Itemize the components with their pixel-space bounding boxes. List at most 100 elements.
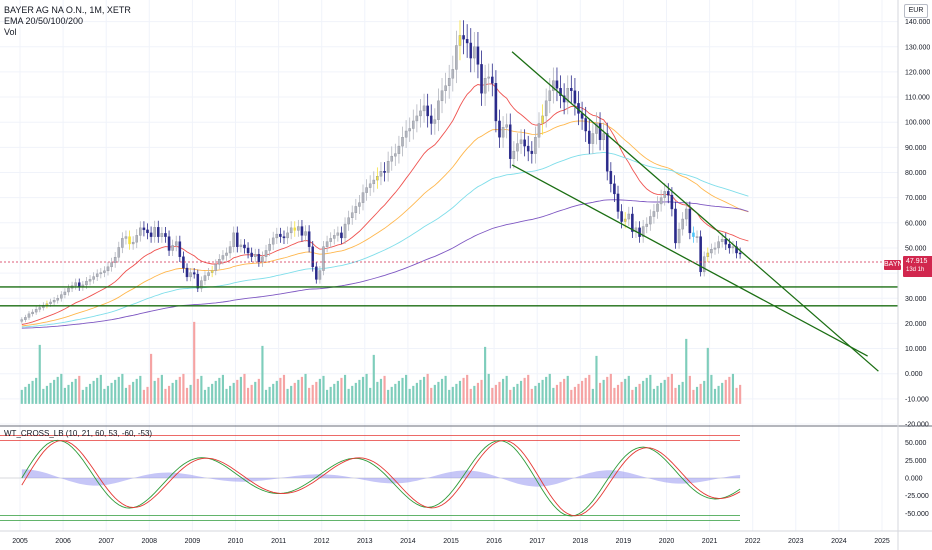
candle-body [588,130,591,144]
volume-bar [652,388,656,404]
volume-bar [487,373,490,404]
candle-body [663,191,666,198]
candle-body [257,254,261,262]
candle-body [699,236,702,273]
time-tick-label: 2013 [357,538,373,545]
candle-body [243,244,246,249]
volume-bar [261,345,264,404]
candle-body [498,120,501,138]
volume-bar [178,376,181,404]
volume-bar [272,383,275,404]
time-tick-label: 2017 [529,538,545,545]
volume-bar [663,379,666,404]
ema-legend[interactable]: EMA 20/50/100/200 [4,16,84,26]
time-axis-labels: 2005 2006 2007 2008 2009 2010 2011 2012 2013 2014… [12,538,890,545]
candle-body [695,236,699,238]
candle-body [113,257,117,263]
volume-bar [609,373,612,404]
candlesticks [20,20,742,324]
candle-body [645,223,649,227]
candle-body [386,160,390,173]
volume-bar [225,388,228,404]
candle-body [286,232,289,239]
candle-body [440,90,444,102]
volume-bar [656,385,659,404]
volume-bar [419,379,422,404]
candle-body [584,118,587,132]
candle-body [623,218,627,222]
volume-bar [196,378,199,404]
volume-bar [369,387,372,404]
volume-bar [588,374,591,404]
volume-bar [128,384,131,404]
volume-bar [584,377,587,404]
candle-body [476,46,480,65]
candle-body [318,270,322,280]
price-tick-label: 120.000 [905,69,930,76]
candle-body [307,231,311,247]
volume-bar [214,380,217,404]
candle-body [117,247,121,258]
candle-body [365,187,368,193]
volume-bar [146,386,149,404]
oscillator-tick-label: -50.000 [905,511,929,518]
price-tick-label: 130.000 [905,44,930,51]
volume-legend[interactable]: Vol [4,27,17,37]
volume-bar [308,387,311,404]
volume-bar [106,385,110,404]
candle-body [189,272,192,278]
candle-body [455,45,458,70]
volume-bar [257,378,260,404]
volume-bar [415,382,418,404]
time-tick-label: 2007 [98,538,114,545]
volume-bar [243,373,246,404]
time-tick-label: 2015 [443,538,459,545]
volume-bar [318,378,321,404]
volume-bar [211,383,214,404]
volume-bar [476,382,480,404]
volume-bar [598,382,602,404]
candle-body [34,309,38,313]
volume-bar [282,374,286,404]
volume-bar [175,379,178,404]
price-tick-label: 140.000 [905,19,930,26]
candle-body [631,213,634,232]
time-tick-label: 2018 [573,538,589,545]
candle-body [408,128,411,132]
candle-body [616,193,620,212]
price-badge: 47.915 13d 1h [903,256,932,277]
time-tick-label: 2021 [702,538,718,545]
candle-body [289,227,293,234]
candle-body [171,245,174,251]
volume-bar [329,386,332,404]
candle-body [142,227,146,231]
candle-body [390,155,394,162]
candle-body [128,236,131,245]
candle-body [570,88,573,91]
volume-bar [739,384,742,404]
volume-bar [530,388,533,404]
candle-body [99,272,103,275]
currency-button[interactable]: EUR [904,4,928,18]
volume-bar [358,379,361,404]
volume-bar [713,388,717,404]
volume-bar [189,384,192,404]
price-tick-label: 70.000 [905,195,927,202]
candle-body [473,46,476,59]
volume-bar [376,381,379,404]
candle-body [383,171,386,173]
volume-bar [674,387,677,404]
volume-bar [311,384,314,404]
candle-body [110,262,113,268]
volume-bar [645,377,648,404]
volume-bar [559,381,562,404]
volume-bar [480,379,483,404]
oscillator-axis-labels: 50.000 25.000 0.000 -25.000 -50.000 [905,440,929,518]
oscillator-legend[interactable]: WT_CROSS_LB (10, 21, 60, 53, -60, -53) [4,429,153,438]
volume-bar [484,346,487,404]
volume-bar [78,375,81,404]
time-tick-label: 2009 [185,538,201,545]
candle-body [85,280,88,286]
volume-bar [458,380,462,404]
